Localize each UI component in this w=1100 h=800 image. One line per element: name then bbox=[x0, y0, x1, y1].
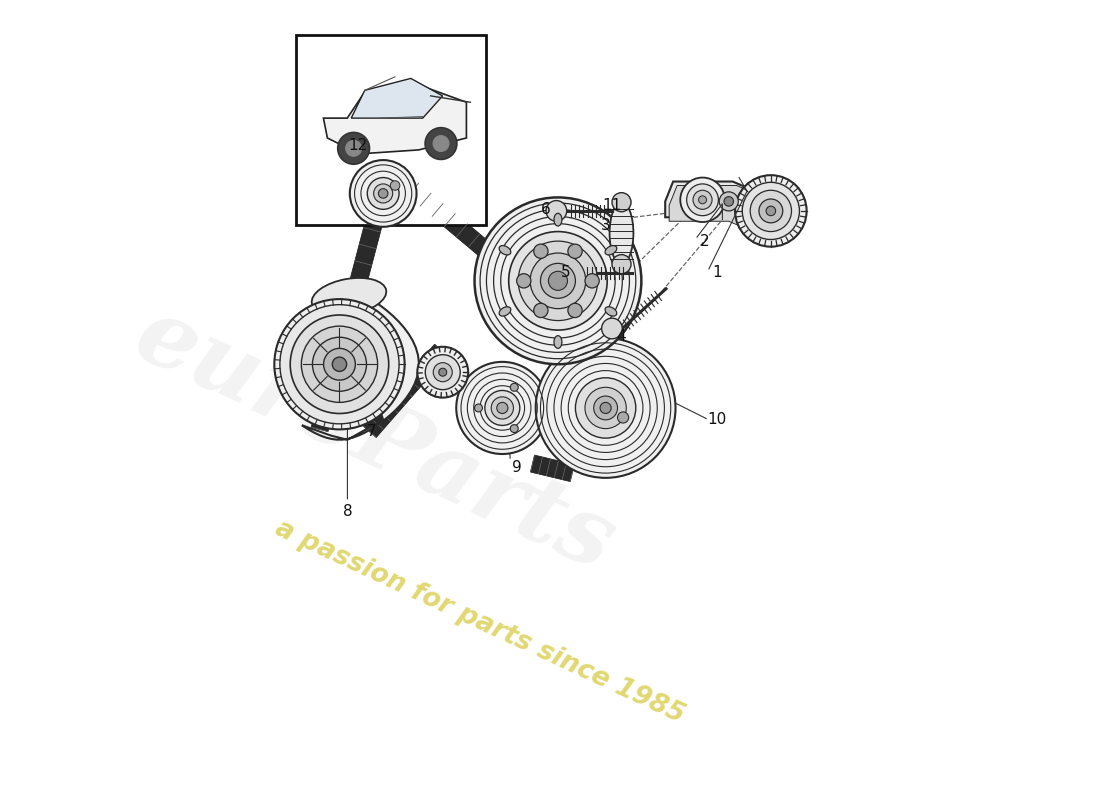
Circle shape bbox=[456, 362, 549, 454]
Ellipse shape bbox=[499, 246, 510, 255]
Circle shape bbox=[426, 354, 460, 390]
Circle shape bbox=[562, 262, 583, 283]
Ellipse shape bbox=[311, 278, 386, 315]
Circle shape bbox=[612, 193, 631, 212]
Circle shape bbox=[290, 315, 388, 414]
Circle shape bbox=[540, 263, 575, 298]
Ellipse shape bbox=[605, 306, 617, 316]
Circle shape bbox=[433, 362, 452, 382]
Circle shape bbox=[497, 402, 508, 414]
Circle shape bbox=[508, 231, 607, 330]
Circle shape bbox=[439, 368, 447, 376]
Circle shape bbox=[602, 318, 623, 339]
Circle shape bbox=[601, 402, 612, 414]
Text: euroParts: euroParts bbox=[121, 290, 629, 590]
Circle shape bbox=[367, 178, 399, 210]
Circle shape bbox=[568, 244, 582, 258]
Text: 10: 10 bbox=[707, 412, 726, 427]
Circle shape bbox=[474, 404, 483, 412]
Circle shape bbox=[568, 303, 582, 318]
Circle shape bbox=[510, 425, 518, 433]
Circle shape bbox=[546, 201, 566, 222]
Circle shape bbox=[698, 196, 706, 204]
Text: 4: 4 bbox=[617, 329, 626, 344]
Text: a passion for parts since 1985: a passion for parts since 1985 bbox=[272, 516, 689, 729]
Circle shape bbox=[612, 254, 631, 274]
Circle shape bbox=[378, 189, 388, 198]
Circle shape bbox=[323, 348, 355, 380]
Circle shape bbox=[474, 198, 641, 364]
Circle shape bbox=[617, 412, 629, 423]
Circle shape bbox=[517, 274, 531, 288]
Ellipse shape bbox=[609, 202, 634, 264]
Ellipse shape bbox=[605, 246, 617, 255]
Circle shape bbox=[417, 346, 469, 398]
Circle shape bbox=[742, 182, 800, 239]
FancyBboxPatch shape bbox=[296, 34, 486, 226]
Text: 8: 8 bbox=[342, 504, 352, 518]
Text: 5: 5 bbox=[561, 266, 571, 280]
Circle shape bbox=[686, 184, 718, 216]
Text: 3: 3 bbox=[601, 218, 610, 233]
Circle shape bbox=[750, 190, 792, 231]
Circle shape bbox=[575, 378, 636, 438]
Circle shape bbox=[719, 192, 738, 211]
Circle shape bbox=[332, 357, 346, 371]
Circle shape bbox=[301, 326, 377, 402]
Circle shape bbox=[549, 271, 568, 290]
Text: 7: 7 bbox=[366, 424, 376, 439]
Text: 9: 9 bbox=[512, 460, 521, 475]
Circle shape bbox=[534, 303, 548, 318]
Circle shape bbox=[510, 383, 518, 391]
Polygon shape bbox=[301, 289, 419, 440]
Circle shape bbox=[585, 387, 626, 429]
Text: 1: 1 bbox=[712, 266, 722, 280]
Polygon shape bbox=[351, 78, 442, 118]
Polygon shape bbox=[311, 161, 398, 432]
Ellipse shape bbox=[554, 336, 562, 348]
Text: 11: 11 bbox=[603, 198, 622, 213]
Circle shape bbox=[274, 299, 405, 430]
Circle shape bbox=[530, 253, 585, 309]
Text: 2: 2 bbox=[700, 234, 710, 249]
Circle shape bbox=[425, 128, 456, 159]
Circle shape bbox=[585, 274, 600, 288]
Text: 6: 6 bbox=[541, 202, 551, 217]
Circle shape bbox=[312, 338, 366, 391]
Circle shape bbox=[534, 244, 548, 258]
Circle shape bbox=[518, 241, 597, 321]
Ellipse shape bbox=[554, 214, 562, 226]
Circle shape bbox=[724, 197, 734, 206]
Ellipse shape bbox=[499, 306, 510, 316]
Circle shape bbox=[345, 140, 362, 156]
Circle shape bbox=[594, 396, 617, 420]
Polygon shape bbox=[666, 182, 792, 229]
Polygon shape bbox=[605, 264, 628, 338]
Circle shape bbox=[485, 390, 520, 426]
Polygon shape bbox=[363, 344, 448, 438]
Text: 12: 12 bbox=[348, 138, 367, 154]
Circle shape bbox=[536, 338, 675, 478]
Circle shape bbox=[350, 160, 417, 227]
Circle shape bbox=[433, 136, 449, 151]
Circle shape bbox=[492, 397, 514, 419]
Circle shape bbox=[374, 184, 393, 203]
Circle shape bbox=[338, 133, 370, 164]
Circle shape bbox=[766, 206, 775, 216]
Circle shape bbox=[279, 305, 399, 424]
Circle shape bbox=[759, 199, 783, 223]
Circle shape bbox=[680, 178, 725, 222]
Polygon shape bbox=[408, 182, 504, 268]
Circle shape bbox=[390, 181, 400, 190]
Circle shape bbox=[735, 175, 806, 246]
Circle shape bbox=[693, 190, 712, 210]
Polygon shape bbox=[323, 86, 466, 154]
Polygon shape bbox=[530, 455, 574, 482]
Polygon shape bbox=[669, 186, 796, 233]
